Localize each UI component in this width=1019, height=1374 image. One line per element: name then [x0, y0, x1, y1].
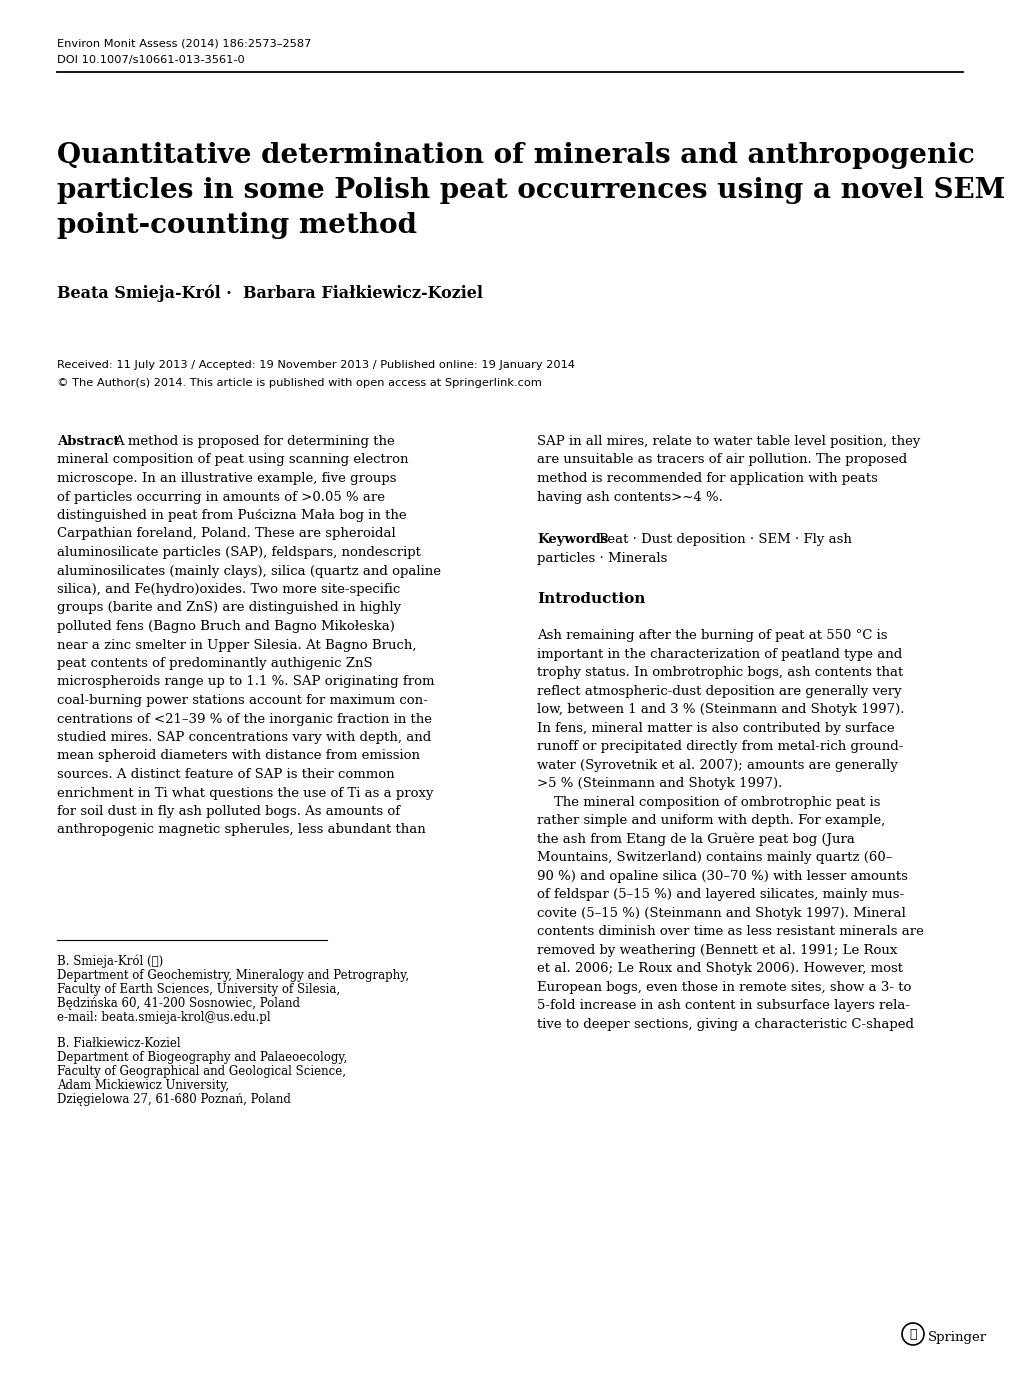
Text: studied mires. SAP concentrations vary with depth, and: studied mires. SAP concentrations vary w… — [57, 731, 431, 743]
Text: contents diminish over time as less resistant minerals are: contents diminish over time as less resi… — [536, 925, 923, 938]
Text: silica), and Fe(hydro)oxides. Two more site-specific: silica), and Fe(hydro)oxides. Two more s… — [57, 583, 399, 596]
Text: coal-burning power stations account for maximum con-: coal-burning power stations account for … — [57, 694, 427, 708]
Text: e-mail: beata.smieja-krol@us.edu.pl: e-mail: beata.smieja-krol@us.edu.pl — [57, 1011, 270, 1024]
Text: SAP in all mires, relate to water table level position, they: SAP in all mires, relate to water table … — [536, 436, 919, 448]
Text: the ash from Etang de la Gruère peat bog (Jura: the ash from Etang de la Gruère peat bog… — [536, 833, 854, 846]
Text: groups (barite and ZnS) are distinguished in highly: groups (barite and ZnS) are distinguishe… — [57, 602, 400, 614]
Text: microscope. In an illustrative example, five groups: microscope. In an illustrative example, … — [57, 473, 396, 485]
Text: Keywords: Keywords — [536, 533, 607, 545]
Text: 5-fold increase in ash content in subsurface layers rela-: 5-fold increase in ash content in subsur… — [536, 999, 909, 1013]
Text: DOI 10.1007/s10661-013-3561-0: DOI 10.1007/s10661-013-3561-0 — [57, 55, 245, 65]
Text: >5 % (Steinmann and Shotyk 1997).: >5 % (Steinmann and Shotyk 1997). — [536, 778, 782, 790]
Text: aluminosilicates (mainly clays), silica (quartz and opaline: aluminosilicates (mainly clays), silica … — [57, 565, 440, 577]
Text: trophy status. In ombrotrophic bogs, ash contents that: trophy status. In ombrotrophic bogs, ash… — [536, 666, 903, 679]
Text: aluminosilicate particles (SAP), feldspars, nondescript: aluminosilicate particles (SAP), feldspa… — [57, 545, 421, 559]
Text: centrations of <21–39 % of the inorganic fraction in the: centrations of <21–39 % of the inorganic… — [57, 713, 432, 725]
Text: enrichment in Ti what questions the use of Ti as a proxy: enrichment in Ti what questions the use … — [57, 786, 433, 800]
Text: European bogs, even those in remote sites, show a 3- to: European bogs, even those in remote site… — [536, 981, 911, 993]
Text: B. Smieja-Król (✉): B. Smieja-Król (✉) — [57, 955, 163, 969]
Text: Quantitative determination of minerals and anthropogenic: Quantitative determination of minerals a… — [57, 142, 974, 169]
Text: particles in some Polish peat occurrences using a novel SEM: particles in some Polish peat occurrence… — [57, 177, 1005, 203]
Text: rather simple and uniform with depth. For example,: rather simple and uniform with depth. Fo… — [536, 815, 884, 827]
Text: peat contents of predominantly authigenic ZnS: peat contents of predominantly authigeni… — [57, 657, 372, 671]
Text: Received: 11 July 2013 / Accepted: 19 November 2013 / Published online: 19 Janua: Received: 11 July 2013 / Accepted: 19 No… — [57, 360, 575, 370]
Text: Department of Biogeography and Palaeoecology,: Department of Biogeography and Palaeoeco… — [57, 1051, 346, 1063]
Text: for soil dust in fly ash polluted bogs. As amounts of: for soil dust in fly ash polluted bogs. … — [57, 805, 399, 818]
Text: mean spheroid diameters with distance from emission: mean spheroid diameters with distance fr… — [57, 749, 420, 763]
Text: covite (5–15 %) (Steinmann and Shotyk 1997). Mineral: covite (5–15 %) (Steinmann and Shotyk 19… — [536, 907, 905, 919]
Text: Adam Mickiewicz University,: Adam Mickiewicz University, — [57, 1079, 229, 1092]
Text: distinguished in peat from Puścizna Mała bog in the: distinguished in peat from Puścizna Mała… — [57, 508, 407, 522]
Text: Department of Geochemistry, Mineralogy and Petrography,: Department of Geochemistry, Mineralogy a… — [57, 969, 409, 982]
Text: Faculty of Geographical and Geological Science,: Faculty of Geographical and Geological S… — [57, 1065, 345, 1079]
Text: et al. 2006; Le Roux and Shotyk 2006). However, most: et al. 2006; Le Roux and Shotyk 2006). H… — [536, 962, 902, 976]
Text: anthropogenic magnetic spherules, less abundant than: anthropogenic magnetic spherules, less a… — [57, 823, 425, 837]
Text: 90 %) and opaline silica (30–70 %) with lesser amounts: 90 %) and opaline silica (30–70 %) with … — [536, 870, 907, 882]
Text: runoff or precipitated directly from metal-rich ground-: runoff or precipitated directly from met… — [536, 741, 903, 753]
Text: mineral composition of peat using scanning electron: mineral composition of peat using scanni… — [57, 453, 408, 467]
Text: Faculty of Earth Sciences, University of Silesia,: Faculty of Earth Sciences, University of… — [57, 982, 339, 996]
Text: Carpathian foreland, Poland. These are spheroidal: Carpathian foreland, Poland. These are s… — [57, 528, 395, 540]
Text: In fens, mineral matter is also contributed by surface: In fens, mineral matter is also contribu… — [536, 721, 894, 735]
Text: having ash contents>∼4 %.: having ash contents>∼4 %. — [536, 491, 722, 503]
Text: Będzińska 60, 41-200 Sosnowiec, Poland: Będzińska 60, 41-200 Sosnowiec, Poland — [57, 998, 300, 1010]
Text: microspheroids range up to 1.1 %. SAP originating from: microspheroids range up to 1.1 %. SAP or… — [57, 676, 434, 688]
Text: Abstract: Abstract — [57, 436, 119, 448]
Text: polluted fens (Bagno Bruch and Bagno Mikołeska): polluted fens (Bagno Bruch and Bagno Mik… — [57, 620, 394, 633]
Text: tive to deeper sections, giving a characteristic C-shaped: tive to deeper sections, giving a charac… — [536, 1018, 913, 1030]
Text: important in the characterization of peatland type and: important in the characterization of pea… — [536, 647, 902, 661]
Text: Ash remaining after the burning of peat at 550 °C is: Ash remaining after the burning of peat … — [536, 629, 887, 642]
Text: sources. A distinct feature of SAP is their common: sources. A distinct feature of SAP is th… — [57, 768, 394, 780]
Text: © The Author(s) 2014. This article is published with open access at Springerlink: © The Author(s) 2014. This article is pu… — [57, 378, 541, 387]
Text: Environ Monit Assess (2014) 186:2573–2587: Environ Monit Assess (2014) 186:2573–258… — [57, 38, 311, 48]
Text: Mountains, Switzerland) contains mainly quartz (60–: Mountains, Switzerland) contains mainly … — [536, 852, 892, 864]
Text: particles · Minerals: particles · Minerals — [536, 551, 666, 565]
Text: The mineral composition of ombrotrophic peat is: The mineral composition of ombrotrophic … — [536, 796, 879, 809]
Text: near a zinc smelter in Upper Silesia. At Bagno Bruch,: near a zinc smelter in Upper Silesia. At… — [57, 639, 416, 651]
Text: water (Syrovetnik et al. 2007); amounts are generally: water (Syrovetnik et al. 2007); amounts … — [536, 758, 897, 772]
Text: are unsuitable as tracers of air pollution. The proposed: are unsuitable as tracers of air polluti… — [536, 453, 906, 467]
Text: of particles occurring in amounts of >0.05 % are: of particles occurring in amounts of >0.… — [57, 491, 384, 503]
Text: point-counting method: point-counting method — [57, 212, 417, 239]
Text: Peat · Dust deposition · SEM · Fly ash: Peat · Dust deposition · SEM · Fly ash — [598, 533, 851, 545]
Text: Springer: Springer — [927, 1331, 986, 1345]
Text: removed by weathering (Bennett et al. 1991; Le Roux: removed by weathering (Bennett et al. 19… — [536, 944, 897, 956]
Text: ℓ: ℓ — [908, 1327, 916, 1341]
Text: low, between 1 and 3 % (Steinmann and Shotyk 1997).: low, between 1 and 3 % (Steinmann and Sh… — [536, 703, 904, 716]
Text: A method is proposed for determining the: A method is proposed for determining the — [114, 436, 394, 448]
Text: of feldspar (5–15 %) and layered silicates, mainly mus-: of feldspar (5–15 %) and layered silicat… — [536, 888, 903, 901]
Text: method is recommended for application with peats: method is recommended for application wi… — [536, 473, 877, 485]
Text: Beata Smieja-Król ·  Barbara Fiałkiewicz-Koziel: Beata Smieja-Król · Barbara Fiałkiewicz-… — [57, 284, 482, 302]
Text: Dzięgielowa 27, 61-680 Poznań, Poland: Dzięgielowa 27, 61-680 Poznań, Poland — [57, 1092, 290, 1106]
Text: Introduction: Introduction — [536, 592, 645, 606]
Text: B. Fiałkiewicz-Koziel: B. Fiałkiewicz-Koziel — [57, 1037, 180, 1050]
Text: reflect atmospheric-dust deposition are generally very: reflect atmospheric-dust deposition are … — [536, 684, 901, 698]
